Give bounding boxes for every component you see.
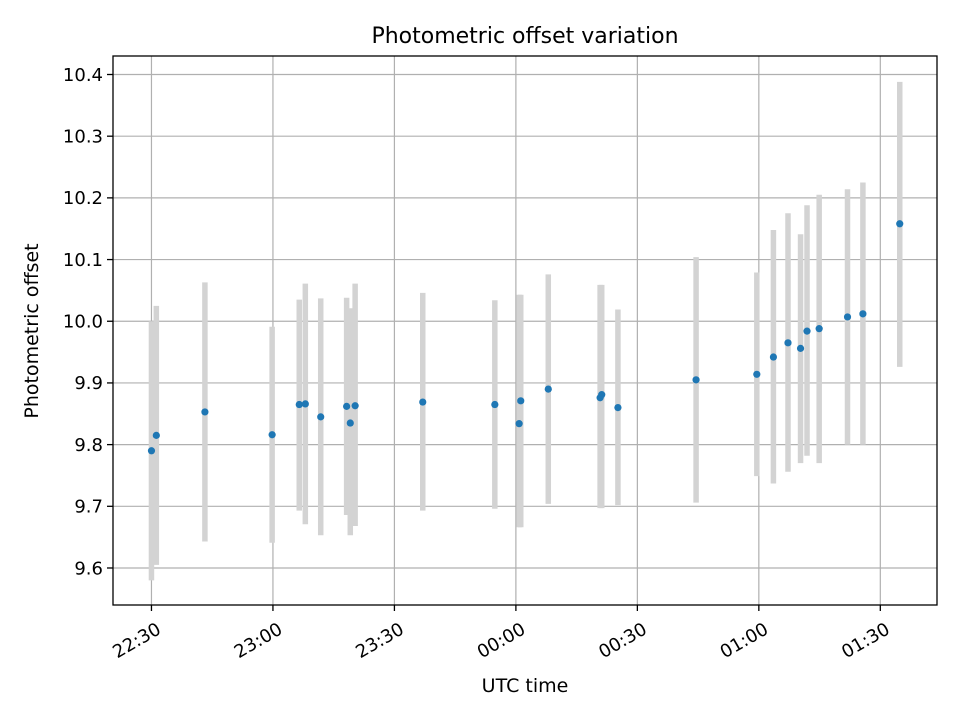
data-point xyxy=(201,408,209,416)
data-point xyxy=(692,376,700,384)
data-point xyxy=(152,431,160,439)
data-point xyxy=(614,404,622,412)
y-tick-label: 10.4 xyxy=(63,65,103,86)
data-point xyxy=(301,400,309,408)
y-tick-label: 9.7 xyxy=(74,497,103,518)
data-point xyxy=(784,339,792,347)
data-point xyxy=(769,353,778,361)
data-point xyxy=(796,344,805,352)
data-point xyxy=(815,325,823,333)
data-point xyxy=(515,420,523,428)
y-tick-label: 10.1 xyxy=(63,250,103,271)
y-tick-label: 10.2 xyxy=(63,188,103,209)
data-point xyxy=(517,397,525,405)
data-point xyxy=(268,431,276,439)
x-axis-label: UTC time xyxy=(482,675,569,697)
data-point xyxy=(491,400,499,409)
y-tick-label: 10.0 xyxy=(63,312,103,333)
data-point xyxy=(843,313,852,321)
y-axis-label: Photometric offset xyxy=(21,243,43,418)
plot-frame xyxy=(112,55,938,606)
chart-title: Photometric offset variation xyxy=(371,24,678,49)
data-point xyxy=(351,402,359,410)
data-point xyxy=(346,419,354,427)
data-point xyxy=(598,391,606,399)
data-point xyxy=(295,400,303,409)
data-point xyxy=(147,447,156,455)
y-tick-label: 9.9 xyxy=(74,373,103,394)
data-point xyxy=(896,220,904,228)
data-point xyxy=(544,385,552,393)
y-tick-label: 9.8 xyxy=(74,435,103,456)
data-point xyxy=(803,327,811,335)
data-point xyxy=(859,310,867,318)
data-points xyxy=(147,220,904,455)
data-point xyxy=(317,413,325,421)
data-point xyxy=(419,398,427,406)
data-point xyxy=(343,402,351,410)
y-tick-label: 10.3 xyxy=(63,126,103,147)
data-point xyxy=(753,370,761,378)
y-tick-label: 9.6 xyxy=(74,558,103,579)
